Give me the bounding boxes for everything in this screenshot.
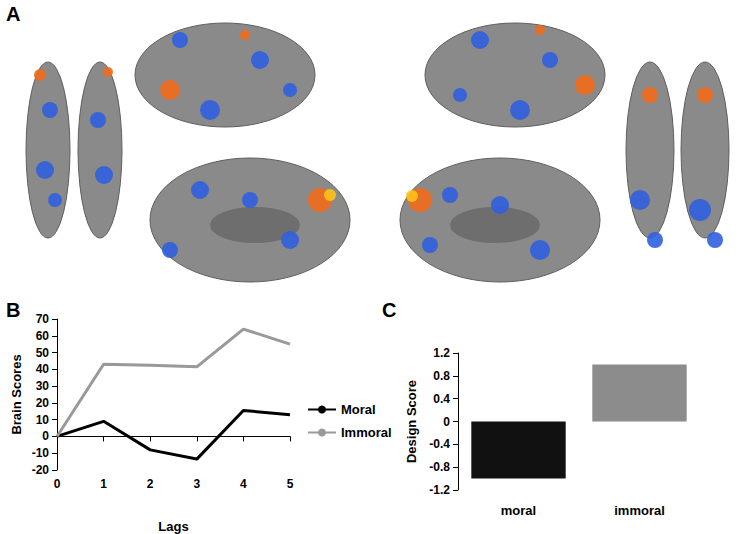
svg-text:Lags: Lags — [158, 519, 188, 534]
svg-text:60: 60 — [36, 329, 50, 343]
svg-text:A: A — [6, 3, 20, 25]
svg-text:1: 1 — [100, 477, 107, 491]
svg-text:Brain Scores: Brain Scores — [9, 354, 24, 434]
svg-text:-0.4: -0.4 — [429, 437, 450, 451]
svg-text:moral: moral — [501, 503, 536, 518]
svg-text:20: 20 — [36, 396, 50, 410]
svg-text:B: B — [6, 299, 20, 321]
svg-text:0: 0 — [54, 477, 61, 491]
svg-text:50: 50 — [36, 346, 50, 360]
svg-text:1.2: 1.2 — [433, 346, 450, 360]
svg-text:immoral: immoral — [614, 503, 665, 518]
svg-text:0.4: 0.4 — [433, 392, 450, 406]
svg-text:0: 0 — [42, 429, 49, 443]
svg-text:0: 0 — [443, 415, 450, 429]
svg-text:Immoral: Immoral — [341, 425, 392, 440]
svg-text:C: C — [382, 299, 396, 321]
svg-text:10: 10 — [36, 413, 50, 427]
svg-text:-10: -10 — [32, 446, 50, 460]
svg-text:3: 3 — [193, 477, 200, 491]
svg-text:0.8: 0.8 — [433, 369, 450, 383]
svg-text:Design Score: Design Score — [404, 380, 419, 463]
svg-text:40: 40 — [36, 362, 50, 376]
svg-text:-20: -20 — [32, 463, 50, 477]
svg-text:5: 5 — [287, 477, 294, 491]
svg-text:70: 70 — [36, 312, 50, 326]
svg-text:2: 2 — [147, 477, 154, 491]
svg-text:Moral: Moral — [341, 402, 376, 417]
svg-text:30: 30 — [36, 379, 50, 393]
svg-text:4: 4 — [240, 477, 247, 491]
svg-text:-0.8: -0.8 — [429, 460, 450, 474]
svg-text:-1.2: -1.2 — [429, 483, 450, 497]
